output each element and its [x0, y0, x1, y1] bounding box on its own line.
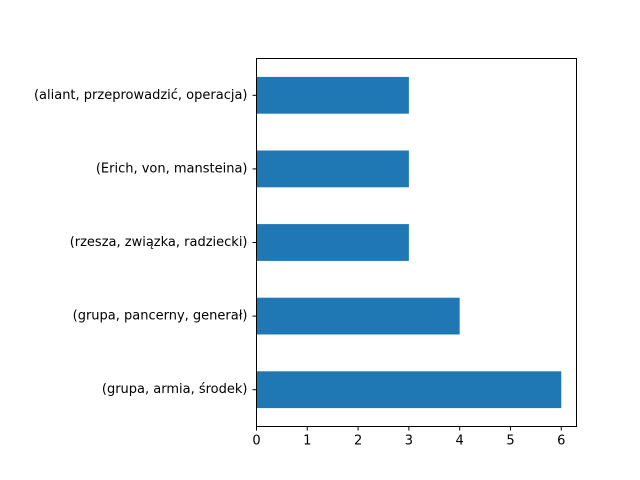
x-tick-label: 1	[303, 434, 311, 449]
x-tick-label: 3	[405, 434, 413, 449]
bar-4	[256, 76, 409, 114]
bar-0	[256, 371, 562, 409]
y-tick-label: (grupa, pancerny, generał)	[73, 309, 248, 324]
y-tick-label: (grupa, armia, środek)	[102, 382, 248, 397]
x-tick-label: 4	[456, 434, 464, 449]
y-tick-label: (rzesza, związka, radziecki)	[70, 235, 248, 250]
x-tick-label: 2	[354, 434, 362, 449]
x-tick-label: 5	[506, 434, 514, 449]
x-tick-label: 6	[557, 434, 565, 449]
bar-1	[256, 297, 460, 335]
x-tick-label: 0	[252, 434, 260, 449]
y-tick-label: (Erich, von, mansteina)	[96, 161, 248, 176]
x-axis: 0 1 2 3 4 5 6	[252, 426, 565, 449]
plot-frame	[256, 58, 577, 427]
bar-3	[256, 150, 409, 188]
bars-group	[256, 76, 562, 409]
y-tick-label: (aliant, przeprowadzić, operacja)	[34, 88, 248, 103]
bar-2	[256, 224, 409, 261]
y-axis: (grupa, armia, środek) (grupa, pancerny, …	[34, 88, 257, 397]
